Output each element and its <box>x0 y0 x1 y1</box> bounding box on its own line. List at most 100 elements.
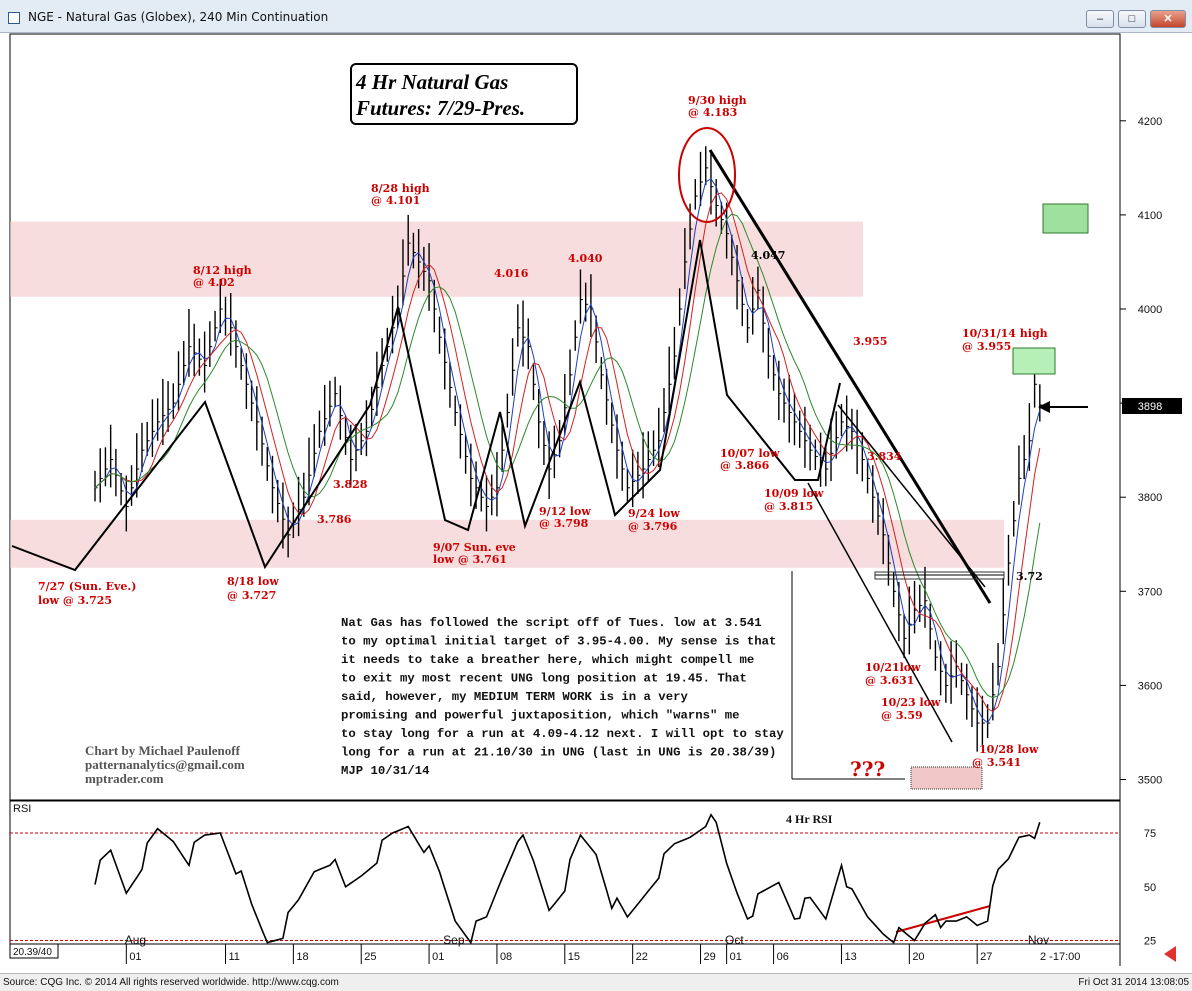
month-label: Sep <box>443 933 465 947</box>
date-tick-label: 27 <box>980 951 992 963</box>
month-label: Oct <box>725 933 744 947</box>
rsi-line <box>94 813 1041 945</box>
chart-title-line2: Futures: 7/29-Pres. <box>355 96 525 120</box>
ma-fast-line <box>94 178 1041 724</box>
rsi-panel-frame <box>9 800 1121 945</box>
annotation-label: @ 3.796 <box>628 520 678 533</box>
annotation-label: @ 4.02 <box>193 276 235 289</box>
price-tick-label: 3500 <box>1138 775 1162 787</box>
date-tick-label: 18 <box>296 951 308 963</box>
swing-zigzag <box>11 239 841 572</box>
annotation-label: 8/28 high <box>371 182 430 195</box>
annotation-label: @ 3.541 <box>972 756 1021 769</box>
date-tick-label: 06 <box>777 951 789 963</box>
maximize-button[interactable]: □ <box>1118 10 1146 28</box>
credit-line: mptrader.com <box>85 771 164 786</box>
date-tick-label: 01 <box>129 951 141 963</box>
commentary-line: long for a run at 21.10/30 in UNG (last … <box>341 746 776 760</box>
annotation-label: 9/24 low <box>628 507 680 520</box>
date-tick-label: 15 <box>568 951 580 963</box>
channel-upper-line <box>837 404 986 588</box>
annotation-label: @ 3.955 <box>962 340 1011 353</box>
question-box <box>910 766 983 790</box>
annotation-label: @ 4.183 <box>688 106 737 119</box>
rsi-tick-label: 75 <box>1144 828 1156 840</box>
annotation-label: 9/12 low <box>539 505 591 518</box>
chart-title-box <box>350 63 578 125</box>
date-tick-label: 11 <box>229 951 240 963</box>
minimize-button[interactable]: – <box>1086 10 1114 28</box>
last-price-tag-text: 3898 <box>1138 401 1162 413</box>
rsi-value-box <box>9 943 59 959</box>
annotation-label: 8/12 high <box>193 264 252 277</box>
chart-title-line1: 4 Hr Natural Gas <box>355 70 508 94</box>
window-titlebar: NGE - Natural Gas (Globex), 240 Min Cont… <box>0 0 1192 33</box>
annotation-label: 7/27 (Sun. Eve.) <box>38 580 136 593</box>
date-tick-label: 22 <box>636 951 648 963</box>
price-tick-label: 4000 <box>1138 304 1162 316</box>
source-credit: Source: CQG Inc. © 2014 All rights reser… <box>3 977 339 988</box>
target-box-reached <box>1012 347 1056 375</box>
price-tick-label: 4100 <box>1138 210 1162 222</box>
app-icon <box>8 12 20 24</box>
top-highlight-ellipse <box>678 127 736 223</box>
ma-medium-line <box>94 192 1041 712</box>
annotation-label: @ 3.631 <box>865 674 914 687</box>
month-label: Nov <box>1028 933 1049 947</box>
annotation-label: 10/28 low <box>979 743 1039 756</box>
commentary-line: promising and powerful juxtaposition, wh… <box>341 709 739 723</box>
price-tick-label: 4200 <box>1138 116 1162 128</box>
annotation-label: 3.786 <box>317 513 352 526</box>
month-label: Aug <box>125 933 146 947</box>
zone-support <box>10 519 1004 568</box>
commentary-line: to stay long for a run at 4.09-4.12 next… <box>341 727 784 741</box>
session-time-label: 2 -17:00 <box>1040 951 1080 963</box>
rsi-tick-label: 25 <box>1144 936 1156 948</box>
annotation-label: @ 3.798 <box>539 517 589 530</box>
annotation-label: 3.72 <box>1016 570 1043 583</box>
zone-resistance <box>10 221 863 297</box>
annotation-label: low @ 3.761 <box>433 553 507 566</box>
timestamp: Fri Oct 31 2014 13:08:05 <box>1078 977 1189 988</box>
scroll-right-arrow-icon[interactable] <box>1164 946 1176 962</box>
ma-slow-line <box>94 213 1041 699</box>
rsi-divergence-line <box>895 905 991 933</box>
date-tick-label: 20 <box>912 951 924 963</box>
annotation-label: @ 3.815 <box>764 500 813 513</box>
annotation-label: 3.828 <box>333 478 368 491</box>
last-price-tag <box>1122 398 1182 414</box>
annotation-label: @ 3.727 <box>227 589 276 602</box>
date-tick-label: 01 <box>730 951 742 963</box>
annotation-label: 10/23 low <box>881 696 941 709</box>
close-button[interactable]: ✕ <box>1150 10 1186 28</box>
annotation-label: 3.955 <box>853 335 887 348</box>
annotation-label: @ 4.101 <box>371 194 420 207</box>
last-price-arrowhead <box>1038 401 1050 413</box>
rsi-tick-label: 50 <box>1144 882 1156 894</box>
annotation-label: 4.047 <box>751 249 785 262</box>
annotation-label: 9/30 high <box>688 94 747 107</box>
declining-resistance-trendline <box>708 149 992 604</box>
rsi-title: 4 Hr RSI <box>786 812 833 826</box>
annotation-label: low @ 3.725 <box>38 594 112 607</box>
annotation-label: 4.040 <box>568 252 603 265</box>
commentary-line: said, however, my MEDIUM TERM WORK is in… <box>341 690 688 704</box>
annotation-label: 3.834 <box>867 450 902 463</box>
annotation-label: @ 3.59 <box>881 709 923 722</box>
window-title: NGE - Natural Gas (Globex), 240 Min Cont… <box>28 10 329 24</box>
date-tick-label: 25 <box>364 951 376 963</box>
annotation-label: 10/31/14 high <box>962 327 1048 340</box>
support-3.72-box <box>874 571 1005 580</box>
commentary-line: it needs to take a breather here, which … <box>341 653 754 667</box>
date-tick-label: 29 <box>704 951 716 963</box>
credit-line: Chart by Michael Paulenoff <box>85 743 241 758</box>
annotation-label: ??? <box>850 757 885 781</box>
price-tick-label: 3700 <box>1138 586 1162 598</box>
price-tick-label: 3600 <box>1138 680 1162 692</box>
annotation-label: 8/18 low <box>227 575 279 588</box>
commentary-line: Nat Gas has followed the script off of T… <box>341 616 762 630</box>
commentary-line: to exit my most recent UNG long position… <box>341 672 747 686</box>
target-box-upper <box>1042 203 1089 234</box>
date-tick-label: 13 <box>844 951 856 963</box>
